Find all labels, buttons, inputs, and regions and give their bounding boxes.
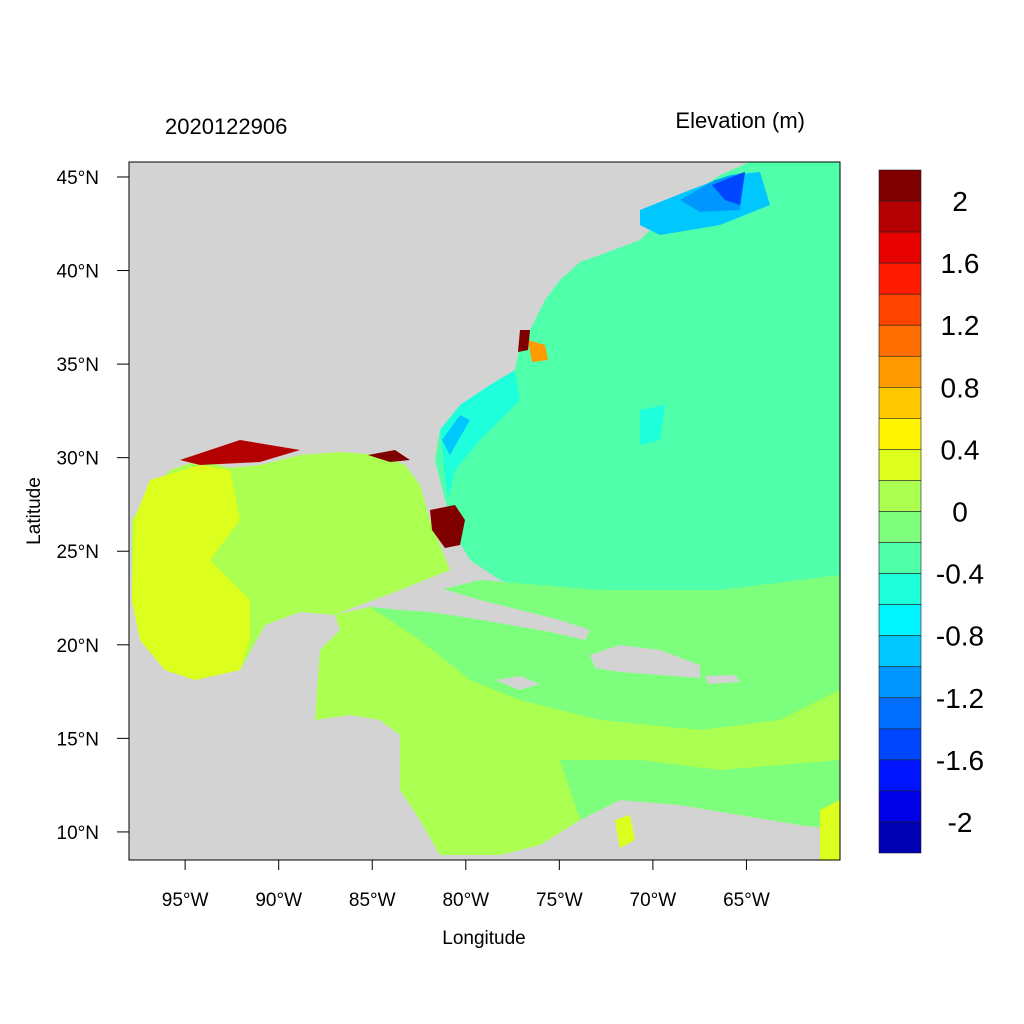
colorbar-bin bbox=[878, 200, 922, 233]
y-tick-label: 45°N bbox=[57, 168, 99, 189]
caribbean-south-zone bbox=[560, 760, 840, 830]
x-tick-label: 65°W bbox=[723, 890, 770, 911]
x-tick-label: 90°W bbox=[255, 890, 302, 911]
colorbar-bin bbox=[878, 604, 922, 636]
colorbar-label: 2 bbox=[952, 186, 968, 217]
venezuela-island bbox=[615, 815, 635, 848]
x-tick-label: 80°W bbox=[442, 890, 489, 911]
colorbar-bin bbox=[878, 293, 922, 326]
colorbar-label: -0.8 bbox=[936, 621, 984, 652]
jamaica bbox=[495, 676, 540, 690]
colorbar-bin bbox=[878, 635, 922, 668]
colorbar-bin bbox=[878, 511, 922, 543]
title-variable: Elevation (m) bbox=[675, 108, 805, 133]
x-tick-label: 85°W bbox=[349, 890, 396, 911]
x-axis: 95°W 90°W 85°W 80°W 75°W 70°W 65°W bbox=[162, 860, 770, 911]
colorbar-label: -1.6 bbox=[936, 745, 984, 776]
colorbar-label: -2 bbox=[948, 807, 973, 838]
x-tick-label: 75°W bbox=[536, 890, 583, 911]
colorbar-bin bbox=[878, 355, 922, 388]
east-caribbean-zone bbox=[820, 800, 840, 860]
colorbar-bin bbox=[878, 790, 922, 823]
x-tick-label: 70°W bbox=[630, 890, 677, 911]
colorbar: 2 1.6 1.2 0.8 0.4 0 -0.4 -0.8 -1.2 -1.6 -2 bbox=[878, 169, 984, 854]
x-axis-label: Longitude bbox=[442, 928, 525, 949]
colorbar-bin bbox=[878, 821, 922, 854]
y-axis-label: Latitude bbox=[24, 477, 45, 545]
gulf-west-zone bbox=[132, 465, 250, 680]
colorbar-label: 0.8 bbox=[941, 372, 980, 403]
colorbar-bin bbox=[878, 418, 922, 450]
colorbar-bin bbox=[878, 387, 922, 419]
colorbar-bin bbox=[878, 573, 922, 605]
cyan-zone-midatlantic bbox=[640, 405, 665, 445]
colorbar-bin bbox=[878, 262, 922, 295]
hispaniola bbox=[590, 645, 700, 678]
gulf-of-maine-zone-3 bbox=[712, 172, 745, 205]
gulf-coast-surge bbox=[180, 440, 300, 465]
y-tick-label: 10°N bbox=[57, 823, 99, 844]
colorbar-bin bbox=[878, 666, 922, 699]
y-tick-label: 40°N bbox=[57, 262, 99, 283]
carolina-surge bbox=[528, 340, 548, 362]
y-axis: 45°N 40°N 35°N 30°N 25°N 20°N 15°N 10°N bbox=[57, 168, 129, 844]
ocean-atlantic bbox=[435, 162, 840, 610]
colorbar-label: -1.2 bbox=[936, 683, 984, 714]
cuba bbox=[372, 588, 590, 640]
y-tick-label: 25°N bbox=[57, 542, 99, 563]
colorbar-bin bbox=[878, 231, 922, 264]
y-tick-label: 15°N bbox=[57, 729, 99, 750]
colorbar-bin bbox=[878, 480, 922, 512]
florida-surge bbox=[430, 505, 465, 548]
puerto-rico bbox=[705, 675, 740, 684]
map-panel: 95°W 90°W 85°W 80°W 75°W 70°W 65°W 45°N 40°N 35°… bbox=[57, 161, 841, 911]
colorbar-bin bbox=[878, 324, 922, 357]
colorbar-bin bbox=[878, 759, 922, 792]
x-tick-label: 95°W bbox=[162, 890, 209, 911]
colorbar-bin bbox=[878, 169, 922, 202]
colorbar-bin bbox=[878, 449, 922, 481]
title-date: 2020122906 bbox=[165, 114, 287, 139]
cyan-zone-southeast bbox=[440, 370, 520, 500]
colorbar-bin bbox=[878, 542, 922, 574]
y-tick-label: 35°N bbox=[57, 355, 99, 376]
colorbar-label: 0.4 bbox=[941, 434, 980, 465]
colorbar-bin bbox=[878, 697, 922, 730]
y-tick-label: 20°N bbox=[57, 636, 99, 657]
colorbar-label: -0.4 bbox=[936, 559, 984, 590]
map-frame bbox=[128, 161, 841, 861]
colorbar-bin bbox=[878, 728, 922, 761]
bigbend-surge bbox=[368, 450, 410, 462]
carolina-red bbox=[518, 330, 530, 352]
colorbar-label: 0 bbox=[952, 497, 968, 528]
blue-zone-southeast bbox=[442, 415, 470, 455]
colorbar-label: 1.6 bbox=[941, 248, 980, 279]
colorbar-label: 1.2 bbox=[941, 310, 980, 341]
y-tick-label: 30°N bbox=[57, 449, 99, 470]
